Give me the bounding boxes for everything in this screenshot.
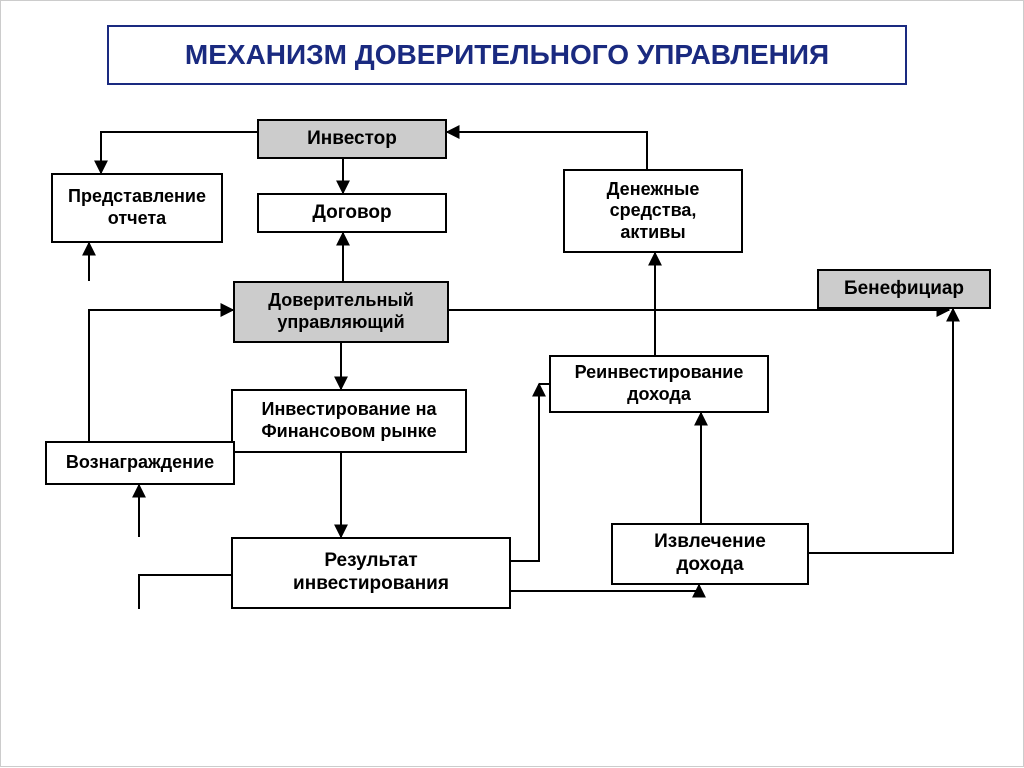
edge-16 bbox=[511, 585, 699, 591]
node-reinvest-label: Реинвестированиедохода bbox=[575, 362, 744, 405]
node-investor-label: Инвестор bbox=[307, 128, 397, 151]
title-box: МЕХАНИЗМ ДОВЕРИТЕЛЬНОГО УПРАВЛЕНИЯ bbox=[107, 25, 907, 85]
node-beneficiary: Бенефициар bbox=[817, 269, 991, 309]
node-extract-label: Извлечениедохода bbox=[654, 531, 766, 577]
node-report: Представлениеотчета bbox=[51, 173, 223, 243]
node-investing-label: Инвестирование наФинансовом рынке bbox=[261, 399, 436, 442]
edge-15 bbox=[809, 309, 953, 553]
node-beneficiary-label: Бенефициар bbox=[844, 278, 964, 301]
node-contract-label: Договор bbox=[312, 202, 391, 225]
node-investor: Инвестор bbox=[257, 119, 447, 159]
node-trustee-label: Доверительныйуправляющий bbox=[268, 290, 414, 333]
node-trustee: Доверительныйуправляющий bbox=[233, 281, 449, 343]
node-extract: Извлечениедохода bbox=[611, 523, 809, 585]
node-result: Результатинвестирования bbox=[231, 537, 511, 609]
edge-8 bbox=[89, 310, 233, 441]
edge-5 bbox=[447, 132, 647, 169]
node-reward: Вознаграждение bbox=[45, 441, 235, 485]
edge-12 bbox=[511, 384, 539, 561]
edge-10 bbox=[139, 575, 231, 609]
node-assets-label: Денежныесредства,активы bbox=[607, 179, 700, 244]
node-reinvest: Реинвестированиедохода bbox=[549, 355, 769, 413]
node-reward-label: Вознаграждение bbox=[66, 452, 214, 474]
node-contract: Договор bbox=[257, 193, 447, 233]
edge-4 bbox=[101, 132, 257, 173]
node-assets: Денежныесредства,активы bbox=[563, 169, 743, 253]
title-text: МЕХАНИЗМ ДОВЕРИТЕЛЬНОГО УПРАВЛЕНИЯ bbox=[185, 39, 829, 71]
node-investing: Инвестирование наФинансовом рынке bbox=[231, 389, 467, 453]
node-result-label: Результатинвестирования bbox=[293, 550, 449, 596]
edges-layer bbox=[1, 1, 1024, 768]
node-report-label: Представлениеотчета bbox=[68, 186, 206, 229]
